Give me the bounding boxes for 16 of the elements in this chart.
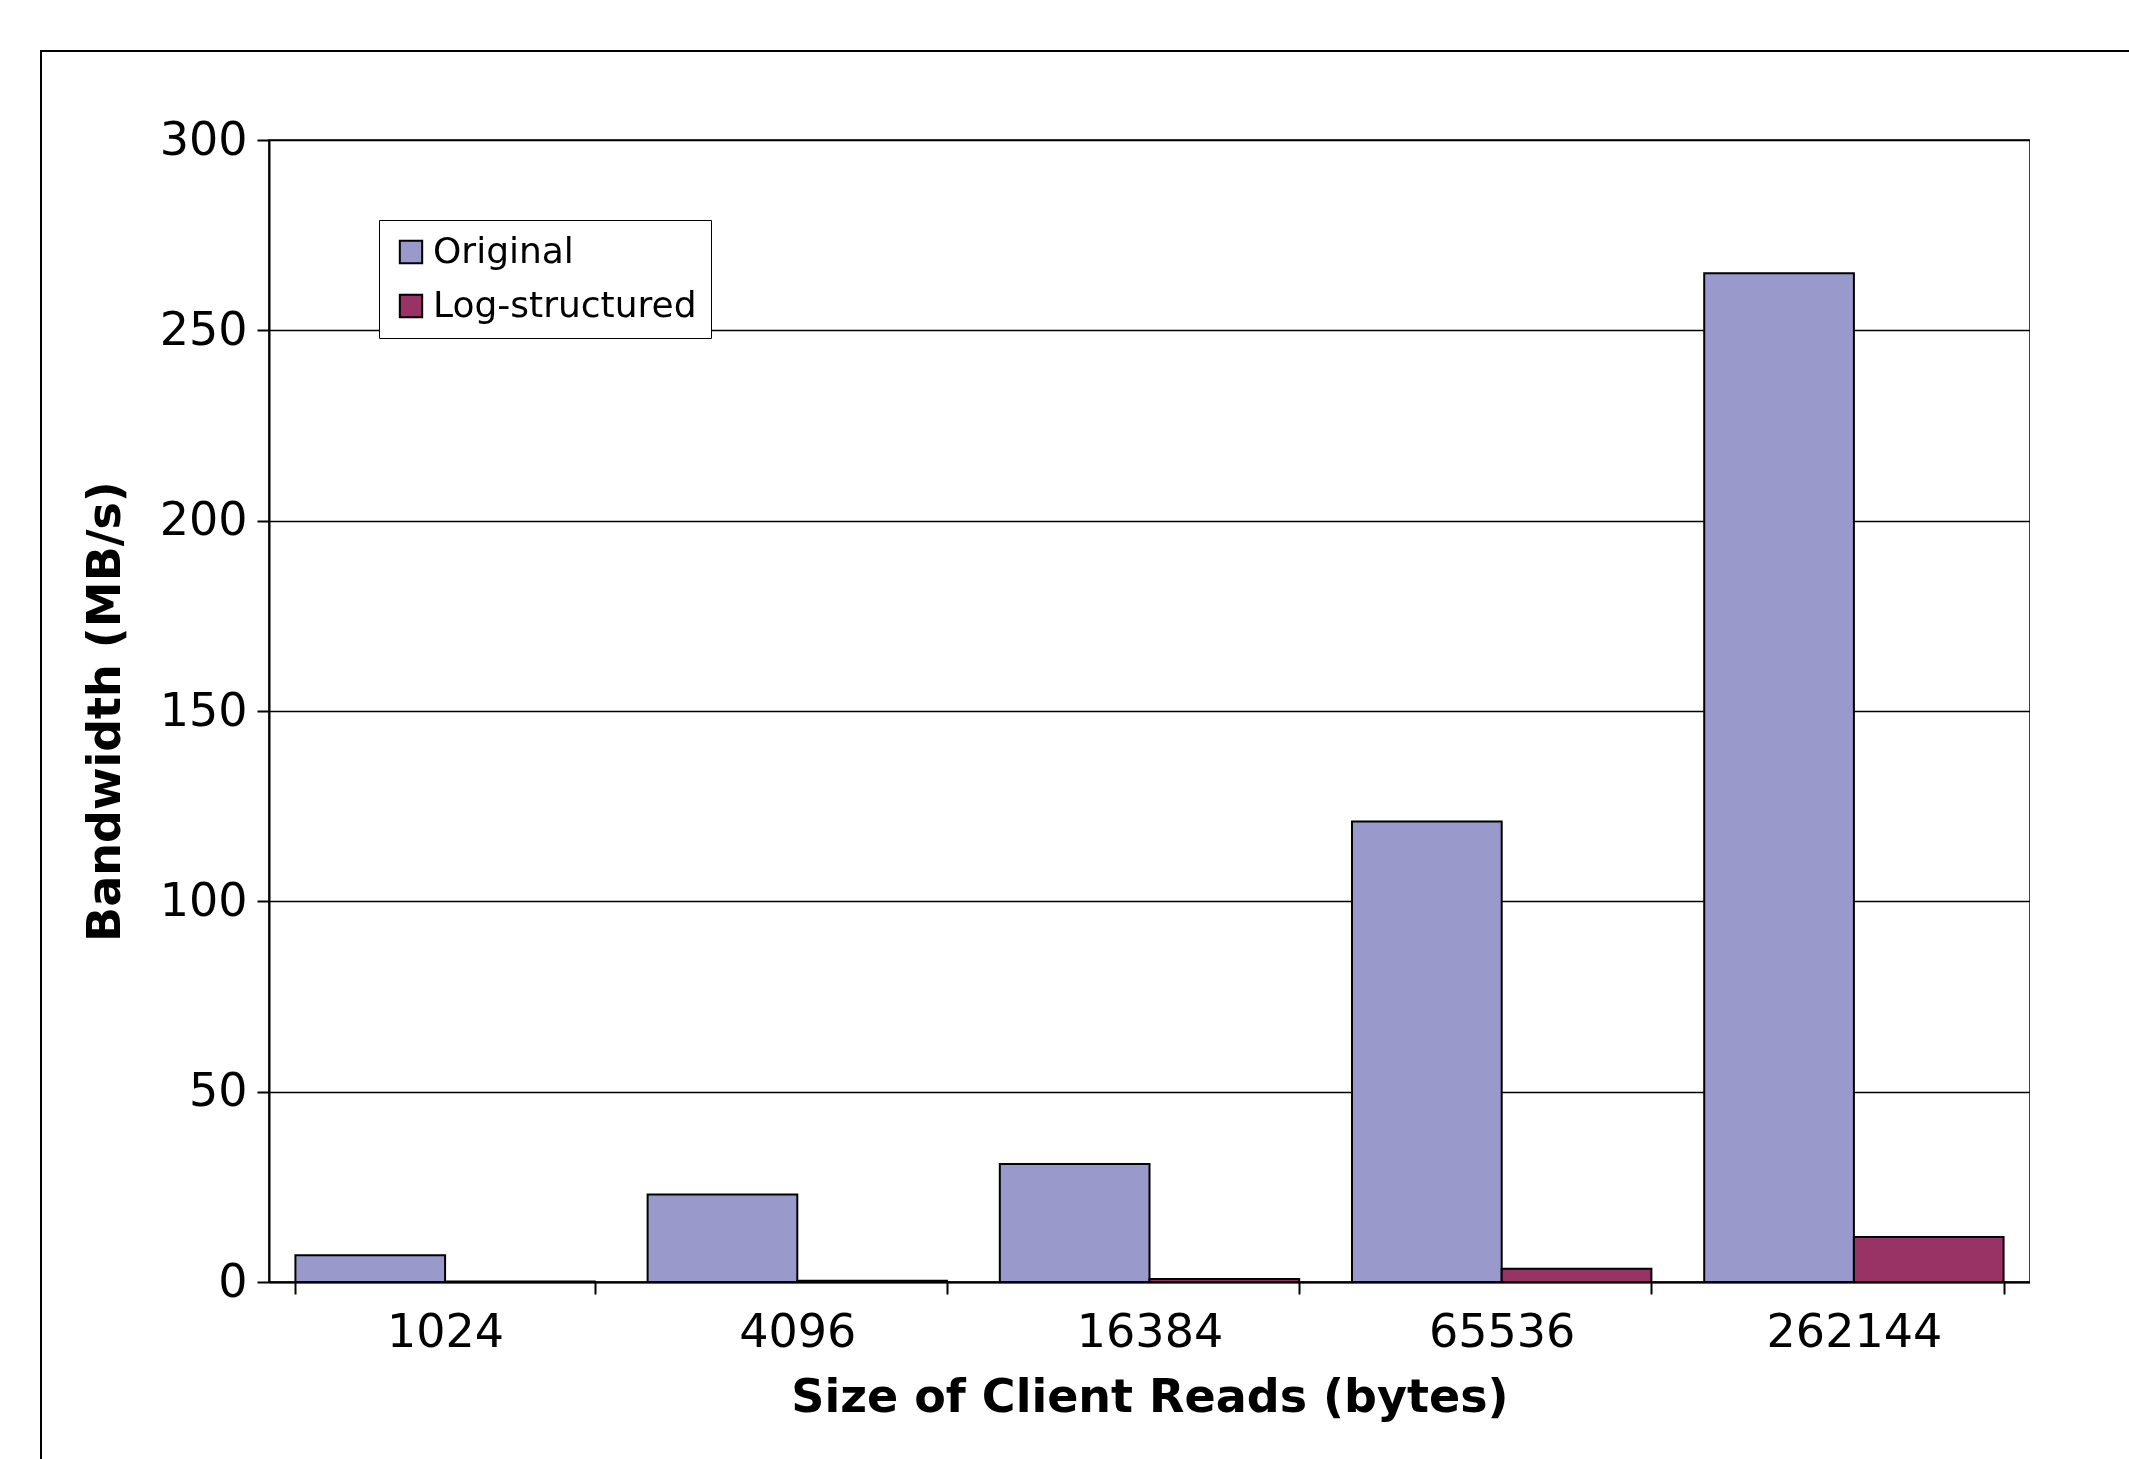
y-tick-label: 250 bbox=[159, 301, 248, 356]
x-tick-label: 65536 bbox=[1429, 1303, 1576, 1358]
y-tick-label: 150 bbox=[159, 682, 248, 737]
y-tick-label: 100 bbox=[159, 872, 248, 927]
x-tick-label: 1024 bbox=[387, 1303, 505, 1358]
x-tick-label: 4096 bbox=[739, 1303, 857, 1358]
y-tick-label: 0 bbox=[218, 1253, 248, 1308]
legend-label: Original bbox=[433, 230, 574, 271]
x-axis-title: Size of Client Reads (bytes) bbox=[791, 1368, 1509, 1423]
y-tick-label: 50 bbox=[188, 1063, 248, 1118]
legend-label: Log-structured bbox=[433, 284, 697, 325]
x-tick-label: 262144 bbox=[1766, 1303, 1943, 1358]
y-axis-title: Bandwidth (MB/s) bbox=[76, 481, 131, 942]
x-tick-label: 16384 bbox=[1076, 1303, 1224, 1358]
y-tick-label: 200 bbox=[159, 492, 248, 547]
y-tick-label: 300 bbox=[159, 111, 248, 166]
